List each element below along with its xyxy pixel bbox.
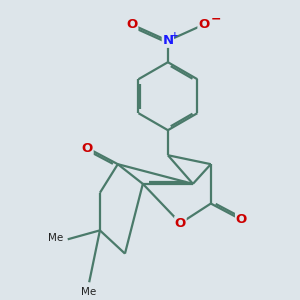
Text: O: O: [175, 217, 186, 230]
Text: O: O: [127, 18, 138, 31]
Text: O: O: [82, 142, 93, 154]
Text: +: +: [170, 31, 178, 40]
Text: N: N: [162, 34, 173, 47]
Text: Me: Me: [48, 232, 63, 242]
Text: O: O: [236, 213, 247, 226]
Text: O: O: [198, 18, 209, 31]
Text: −: −: [211, 13, 221, 26]
Text: Me: Me: [81, 287, 96, 297]
